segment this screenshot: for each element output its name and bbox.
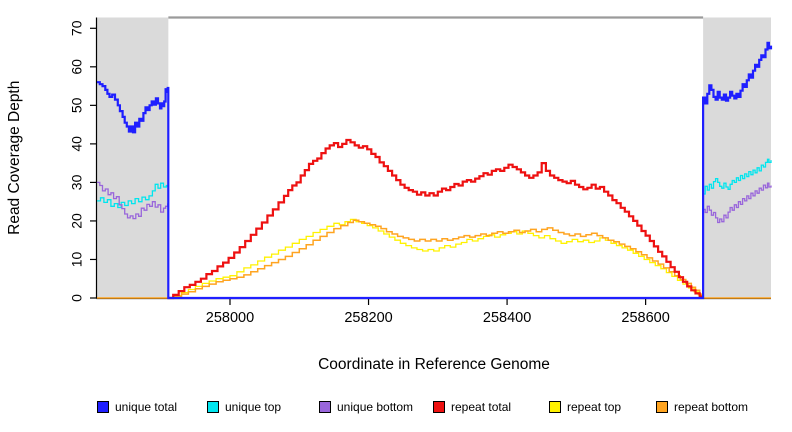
series-line-unique-total bbox=[97, 41, 773, 300]
legend-label: repeat top bbox=[567, 400, 622, 414]
legend-item-unique-bottom: unique bottom bbox=[319, 400, 413, 414]
unique-bottom-swatch-icon bbox=[319, 401, 331, 413]
repeat-bottom-swatch-icon bbox=[656, 401, 668, 413]
series-line-unique-top bbox=[97, 158, 772, 299]
unique-top-swatch-icon bbox=[207, 401, 219, 413]
legend-item-unique-top: unique top bbox=[207, 400, 281, 414]
legend-label: repeat bottom bbox=[674, 400, 749, 414]
legend-item-repeat-total: repeat total bbox=[433, 400, 511, 414]
x-tick-label: 258000 bbox=[206, 310, 254, 326]
x-axis-title: Coordinate in Reference Genome bbox=[318, 356, 550, 373]
series-line-repeat-bottom bbox=[97, 219, 771, 299]
series-line-unique-bottom bbox=[97, 181, 772, 299]
x-tick-label: 258600 bbox=[621, 310, 669, 326]
y-tick-label: 70 bbox=[69, 20, 85, 36]
y-tick-label: 60 bbox=[69, 59, 85, 75]
legend-label: unique top bbox=[225, 400, 282, 414]
y-tick-label: 50 bbox=[69, 97, 85, 113]
legend-item-repeat-top: repeat top bbox=[549, 400, 621, 414]
shaded-flank-region bbox=[97, 17, 169, 298]
series-line-repeat-top bbox=[167, 218, 704, 299]
x-tick-label: 258200 bbox=[344, 310, 392, 326]
series-line-repeat-total bbox=[167, 138, 704, 300]
y-tick-label: 0 bbox=[69, 294, 85, 302]
legend-label: repeat total bbox=[451, 400, 512, 414]
legend-label: unique bottom bbox=[337, 400, 414, 414]
repeat-total-swatch-icon bbox=[433, 401, 445, 413]
plot-legend: unique total unique top unique bottom re… bbox=[0, 400, 792, 418]
legend-item-unique-total: unique total bbox=[97, 400, 177, 414]
y-tick-label: 30 bbox=[69, 174, 85, 190]
legend-label: unique total bbox=[115, 400, 178, 414]
y-tick-label: 20 bbox=[69, 213, 85, 229]
y-tick-label: 40 bbox=[69, 136, 85, 152]
legend-item-repeat-bottom: repeat bottom bbox=[656, 400, 748, 414]
y-tick-label: 10 bbox=[69, 251, 85, 267]
repeat-top-swatch-icon bbox=[549, 401, 561, 413]
x-tick-label: 258400 bbox=[483, 310, 531, 326]
y-axis-title: Read Coverage Depth bbox=[6, 81, 23, 235]
unique-total-swatch-icon bbox=[97, 401, 109, 413]
